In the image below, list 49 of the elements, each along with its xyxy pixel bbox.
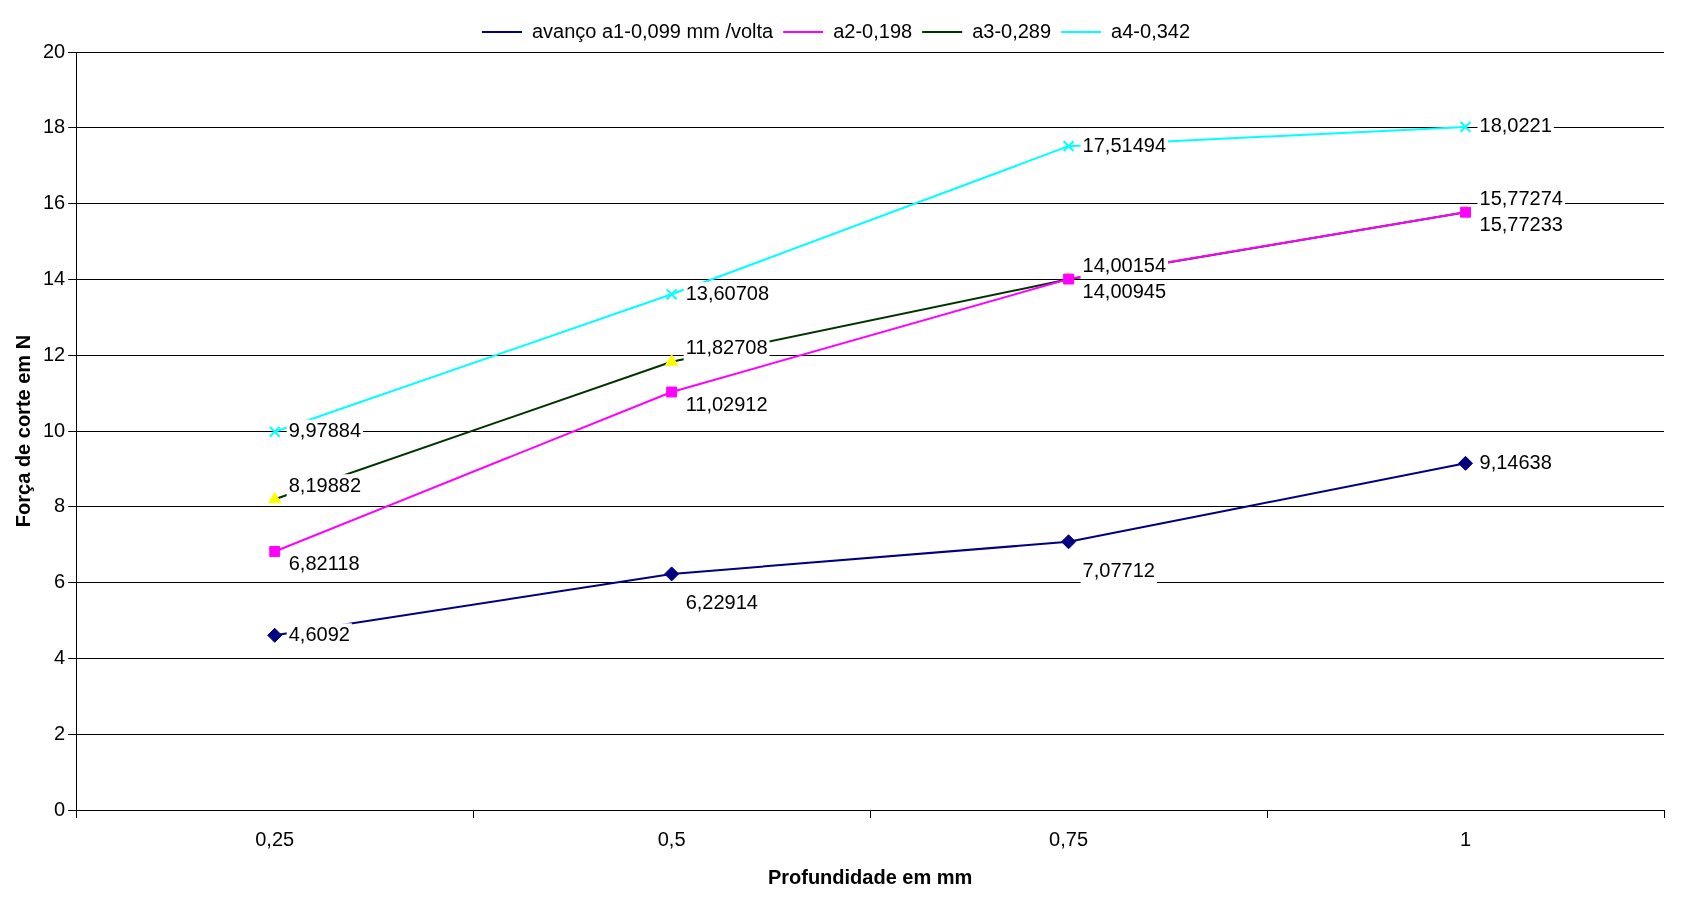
point <box>267 627 283 643</box>
point <box>268 425 281 438</box>
point <box>665 288 678 301</box>
data-label: 11,82708 <box>685 336 768 359</box>
y-tick-label: 6 <box>54 570 66 593</box>
y-tick-label: 8 <box>54 494 66 517</box>
y-tick-label: 0 <box>54 797 66 820</box>
point <box>1459 121 1472 133</box>
point <box>1458 455 1474 471</box>
data-label: 6,22914 <box>685 591 758 614</box>
data-label: 17,51494 <box>1082 133 1167 156</box>
data-label: 14,00945 <box>1082 279 1167 302</box>
data-label: 15,77233 <box>1479 212 1563 235</box>
y-tick-label: 12 <box>43 342 66 365</box>
y-tick-label: 4 <box>54 645 66 668</box>
data-label: 11,02912 <box>685 392 768 415</box>
x-tick-label: 0,75 <box>1049 827 1089 850</box>
point <box>268 491 282 504</box>
data-label: 9,14638 <box>1479 450 1552 473</box>
data-label: 13,60708 <box>685 281 770 304</box>
legend-label: a3-0,289 <box>972 19 1052 42</box>
data-label: 4,6092 <box>288 622 350 645</box>
point <box>1061 534 1077 550</box>
point <box>1062 140 1075 153</box>
y-tick-label: 2 <box>54 721 66 744</box>
x-axis-title: Profundidade em mm <box>767 865 973 888</box>
point <box>269 546 281 557</box>
y-axis-title: Força de corte em N <box>11 334 34 528</box>
legend-label: avanço a1-0,099 mm /volta <box>531 19 775 42</box>
data-label: 6,82118 <box>288 551 360 574</box>
data-label: 18,0221 <box>1479 114 1552 137</box>
x-tick-label: 0,25 <box>255 827 295 850</box>
x-tick-label: 0,5 <box>657 827 686 850</box>
legend-label: a4-0,342 <box>1111 19 1191 42</box>
y-tick-label: 10 <box>43 418 66 441</box>
y-tick-label: 14 <box>43 266 66 289</box>
point <box>666 386 678 398</box>
data-label: 8,19882 <box>288 473 362 496</box>
legend-label: a2-0,198 <box>833 19 913 42</box>
point <box>665 354 679 366</box>
y-tick-label: 18 <box>43 115 66 138</box>
data-label: 7,07712 <box>1082 559 1155 582</box>
data-label: 14,00154 <box>1082 253 1167 276</box>
y-tick-label: 20 <box>43 39 66 62</box>
x-tick-label: 1 <box>1459 827 1472 850</box>
data-label: 9,97884 <box>288 419 362 442</box>
point <box>664 566 680 582</box>
y-tick-label: 16 <box>43 191 66 214</box>
data-label: 15,77274 <box>1479 186 1563 209</box>
